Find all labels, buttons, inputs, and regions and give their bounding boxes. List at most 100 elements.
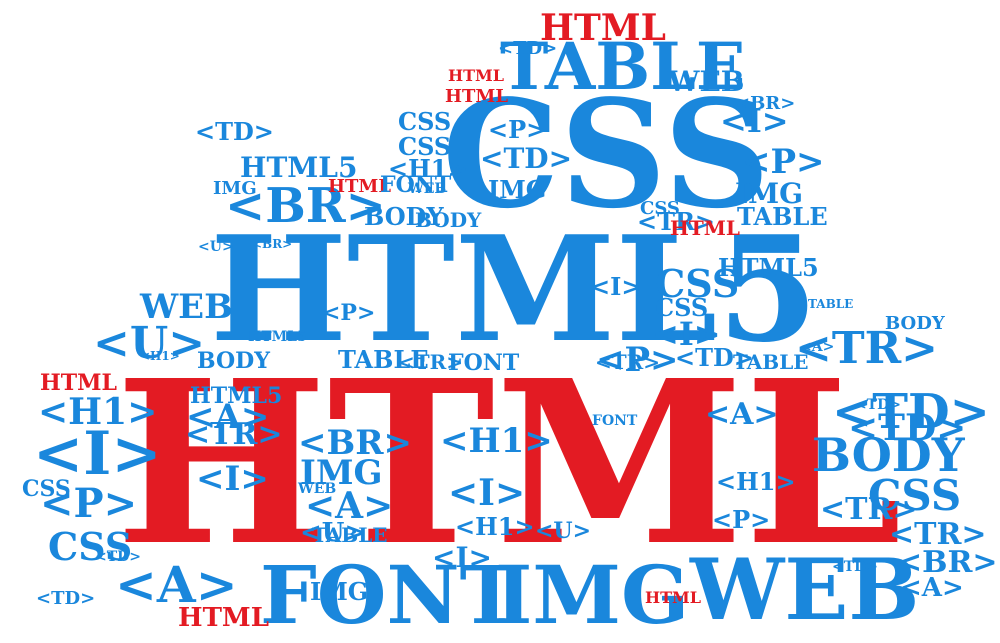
cloud-word: IMG — [310, 577, 369, 606]
cloud-word: <TR> — [820, 492, 918, 527]
cloud-word: IMG — [495, 548, 690, 642]
cloud-word: <U> — [535, 518, 592, 544]
cloud-word: <BR> — [298, 423, 412, 463]
cloud-word: HTML5 — [718, 253, 819, 282]
cloud-word: CSS — [640, 198, 680, 219]
cloud-word: TABLE — [737, 202, 828, 231]
cloud-word: <I> — [448, 472, 526, 514]
cloud-word: CSS — [442, 67, 771, 241]
cloud-word: <TR> — [889, 517, 987, 552]
cloud-word: BODY — [197, 348, 270, 374]
cloud-word: <TD> — [675, 343, 754, 372]
cloud-word: IMG — [488, 175, 547, 204]
cloud-word: FONT — [380, 172, 452, 198]
cloud-word: <P> — [40, 480, 138, 527]
cloud-word: <TD> — [95, 549, 142, 565]
cloud-word: HTML — [448, 66, 504, 85]
cloud-word: <TR> — [795, 323, 939, 374]
cloud-word: TABLE — [733, 350, 809, 374]
cloud-word: CSS — [655, 293, 709, 322]
cloud-word: HTML — [328, 176, 391, 197]
cloud-word: <TD> — [855, 397, 902, 413]
cloud-word: HTML — [40, 370, 117, 396]
cloud-word: IMG — [300, 453, 383, 493]
cloud-word: CSS — [22, 476, 71, 502]
cloud-word: <H1> — [140, 349, 180, 363]
cloud-word: <A> — [186, 397, 270, 437]
cloud-word: <H1> — [455, 512, 535, 541]
cloud-word: BODY — [885, 313, 945, 334]
cloud-word: HTML — [115, 332, 903, 596]
cloud-word: FONT — [260, 548, 520, 642]
cloud-word: BODY — [415, 208, 482, 232]
cloud-word: HTML5 — [210, 205, 819, 375]
cloud-word: BODY — [364, 202, 444, 231]
cloud-word: <TD> — [832, 384, 990, 440]
cloud-word: HTML — [540, 7, 666, 49]
cloud-word: TABLE — [312, 523, 388, 547]
cloud-word: CSS — [655, 261, 740, 306]
cloud-word: <I> — [720, 102, 789, 140]
cloud-word: WEB — [140, 287, 233, 327]
cloud-word: <I> — [652, 315, 721, 353]
cloud-word: <TR> — [398, 350, 464, 374]
cloud-word: HTML — [445, 86, 508, 107]
cloud-word: <U> — [300, 518, 367, 548]
cloud-word: WEB — [298, 481, 337, 497]
cloud-word: <TR> — [637, 207, 716, 236]
cloud-word: <TR> — [595, 350, 661, 374]
cloud-word: <A> — [705, 397, 779, 432]
cloud-word: WEB — [408, 181, 447, 197]
cloud-word: WEB — [668, 65, 745, 98]
cloud-word: <BR> — [897, 545, 998, 580]
cloud-word: <TR> — [185, 417, 283, 452]
cloud-word: CSS — [398, 132, 452, 161]
cloud-word: <H1> — [440, 421, 553, 461]
cloud-word: <P> — [742, 142, 825, 182]
cloud-word: <TD> — [832, 559, 879, 575]
cloud-word: HTML5 — [240, 151, 358, 184]
cloud-word: TABLE — [338, 345, 429, 374]
cloud-word: <TD> — [480, 142, 573, 175]
cloud-word: <BR> — [735, 93, 796, 114]
cloud-word: TABLE — [500, 29, 746, 105]
cloud-word: <I> — [432, 541, 493, 574]
cloud-word: <H1> — [716, 467, 796, 496]
cloud-word: FONT — [592, 413, 638, 429]
cloud-word: <I> — [196, 459, 269, 499]
cloud-word: CSS — [48, 524, 133, 569]
cloud-word: <A> — [305, 485, 394, 527]
cloud-word: <BR> — [225, 178, 386, 234]
cloud-word: HTML — [670, 216, 740, 240]
cloud-word: HTML5 — [190, 383, 283, 409]
cloud-word: <I> — [590, 272, 642, 301]
cloud-word: <U> — [93, 318, 206, 369]
cloud-word: IMG — [213, 178, 257, 199]
cloud-word: <TD> — [36, 588, 96, 609]
cloud-word: <BR> — [252, 237, 293, 251]
cloud-word: <P> — [596, 340, 679, 380]
cloud-word: IMG — [735, 177, 804, 210]
cloud-word: BODY — [812, 428, 965, 482]
cloud-word: <H1> — [388, 154, 468, 183]
cloud-word: <A> — [115, 555, 238, 614]
cloud-word: <P> — [488, 115, 547, 144]
cloud-word: <H1> — [38, 391, 158, 433]
cloud-word: <TD> — [498, 38, 558, 59]
cloud-word: <P> — [322, 300, 376, 326]
cloud-word: HTML5 — [248, 329, 307, 345]
cloud-word: <TD> — [195, 117, 274, 146]
cloud-word: FONT — [448, 350, 520, 376]
cloud-word: TABLE — [808, 297, 854, 311]
cloud-word: <A> — [800, 339, 835, 355]
cloud-word: <U> — [198, 239, 234, 255]
cloud-word: HTML — [645, 588, 701, 607]
cloud-word: CSS — [868, 471, 962, 520]
cloud-word: <A> — [900, 573, 964, 603]
cloud-word: <P> — [712, 505, 771, 534]
cloud-word: <TD> — [848, 407, 967, 449]
cloud-word: HTML — [178, 603, 269, 633]
cloud-word: WEB — [690, 540, 920, 639]
cloud-word: <I> — [33, 419, 162, 489]
